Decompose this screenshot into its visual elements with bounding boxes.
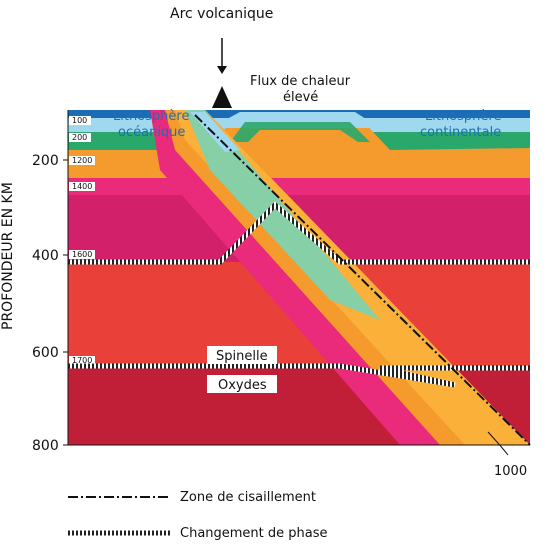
isotherm-labels: 100 200 1200 1400 1600 1700 xyxy=(69,116,95,365)
continental-litho-line1: Lithosphère xyxy=(425,109,501,124)
mantle-wedge xyxy=(205,112,530,172)
phase-line-400 xyxy=(68,201,530,265)
isotherm-1700: 1700 xyxy=(72,356,92,365)
legend: Zone de cisaillement Changement de phase xyxy=(68,490,328,541)
isotherm-1200: 1200 xyxy=(72,156,92,165)
phase-change-lines xyxy=(68,201,530,388)
continental-litho-line2: continentale xyxy=(420,125,501,140)
oxydes-label: Oxydes xyxy=(218,378,267,393)
y-tick-600: 600 xyxy=(32,345,59,361)
arc-label: Arc volcanique xyxy=(170,6,273,22)
phase-line-660 xyxy=(68,363,530,388)
volcano-icon xyxy=(212,86,232,108)
slab-temp-leader xyxy=(487,431,509,456)
spinelle-label: Spinelle xyxy=(216,349,268,364)
slab-green-core xyxy=(185,110,380,320)
arc-arrow-head xyxy=(217,66,227,74)
slab-temp-label: 1000 xyxy=(494,464,527,479)
oceanic-litho-line1: Lithosphère xyxy=(113,109,189,124)
subducting-slab xyxy=(150,110,530,445)
heat-flow-line2: élevé xyxy=(283,90,318,105)
y-tick-400: 400 xyxy=(32,248,59,264)
spinelle-box xyxy=(207,346,277,364)
isotherm-1600: 1600 xyxy=(72,250,92,259)
y-axis-label: PROFONDEUR EN KM xyxy=(0,182,16,330)
legend-phase-label: Changement de phase xyxy=(180,526,328,541)
y-axis: 200 400 600 800 PROFONDEUR EN KM xyxy=(0,110,530,454)
heat-flow-line1: Flux de chaleur xyxy=(250,74,351,89)
oxydes-box xyxy=(207,375,277,393)
y-tick-800: 800 xyxy=(32,438,59,454)
volcanic-arc: Arc volcanique xyxy=(170,6,273,108)
y-tick-200: 200 xyxy=(32,153,59,169)
oceanic-litho-line2: océanique xyxy=(118,125,185,140)
shear-zone-line xyxy=(194,114,531,446)
isotherm-100: 100 xyxy=(72,116,87,125)
legend-shear-label: Zone de cisaillement xyxy=(180,490,316,505)
isotherm-1400: 1400 xyxy=(72,182,92,191)
isotherm-200: 200 xyxy=(72,133,87,142)
